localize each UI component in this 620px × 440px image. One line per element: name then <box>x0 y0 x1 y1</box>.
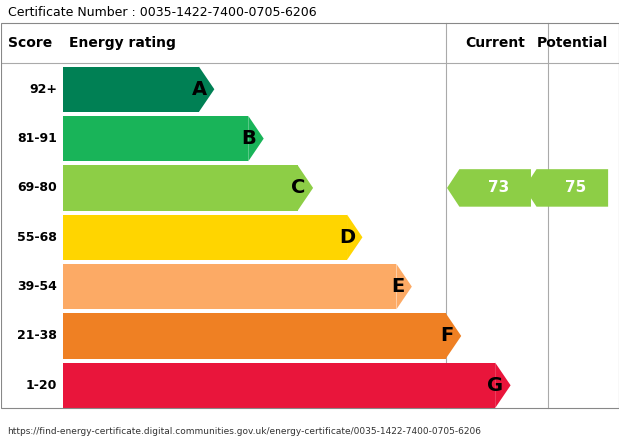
Polygon shape <box>524 169 608 207</box>
Text: 39-54: 39-54 <box>17 280 57 293</box>
Bar <box>63 165 298 211</box>
Text: B: B <box>242 129 256 148</box>
Text: 55-68: 55-68 <box>17 231 57 244</box>
Text: Certificate Number : 0035-1422-7400-0705-6206: Certificate Number : 0035-1422-7400-0705… <box>7 6 316 19</box>
Text: 1-20: 1-20 <box>25 379 57 392</box>
Text: D: D <box>339 228 355 247</box>
Text: Current: Current <box>465 36 525 50</box>
Polygon shape <box>347 215 363 260</box>
Bar <box>1 23 619 408</box>
Polygon shape <box>446 313 461 359</box>
Text: A: A <box>192 80 207 99</box>
Text: Score: Score <box>7 36 52 50</box>
Text: 75: 75 <box>565 180 586 195</box>
Bar <box>63 363 495 408</box>
Text: G: G <box>487 376 503 395</box>
Polygon shape <box>199 66 215 112</box>
Bar <box>63 313 446 359</box>
Text: E: E <box>391 277 404 296</box>
Bar <box>63 215 347 260</box>
Bar <box>63 264 396 309</box>
Text: F: F <box>441 326 454 345</box>
Polygon shape <box>447 169 531 207</box>
Polygon shape <box>298 165 313 211</box>
Text: 73: 73 <box>487 180 509 195</box>
Text: 81-91: 81-91 <box>17 132 57 145</box>
Polygon shape <box>248 116 264 161</box>
Text: C: C <box>291 179 306 198</box>
Polygon shape <box>396 264 412 309</box>
Text: 21-38: 21-38 <box>17 330 57 342</box>
Text: https://find-energy-certificate.digital.communities.gov.uk/energy-certificate/00: https://find-energy-certificate.digital.… <box>7 427 482 436</box>
Text: 92+: 92+ <box>29 83 57 96</box>
Text: Potential: Potential <box>537 36 608 50</box>
Bar <box>63 116 248 161</box>
Text: Energy rating: Energy rating <box>69 36 176 50</box>
Bar <box>63 66 199 112</box>
Polygon shape <box>495 363 511 408</box>
Text: 69-80: 69-80 <box>17 181 57 194</box>
